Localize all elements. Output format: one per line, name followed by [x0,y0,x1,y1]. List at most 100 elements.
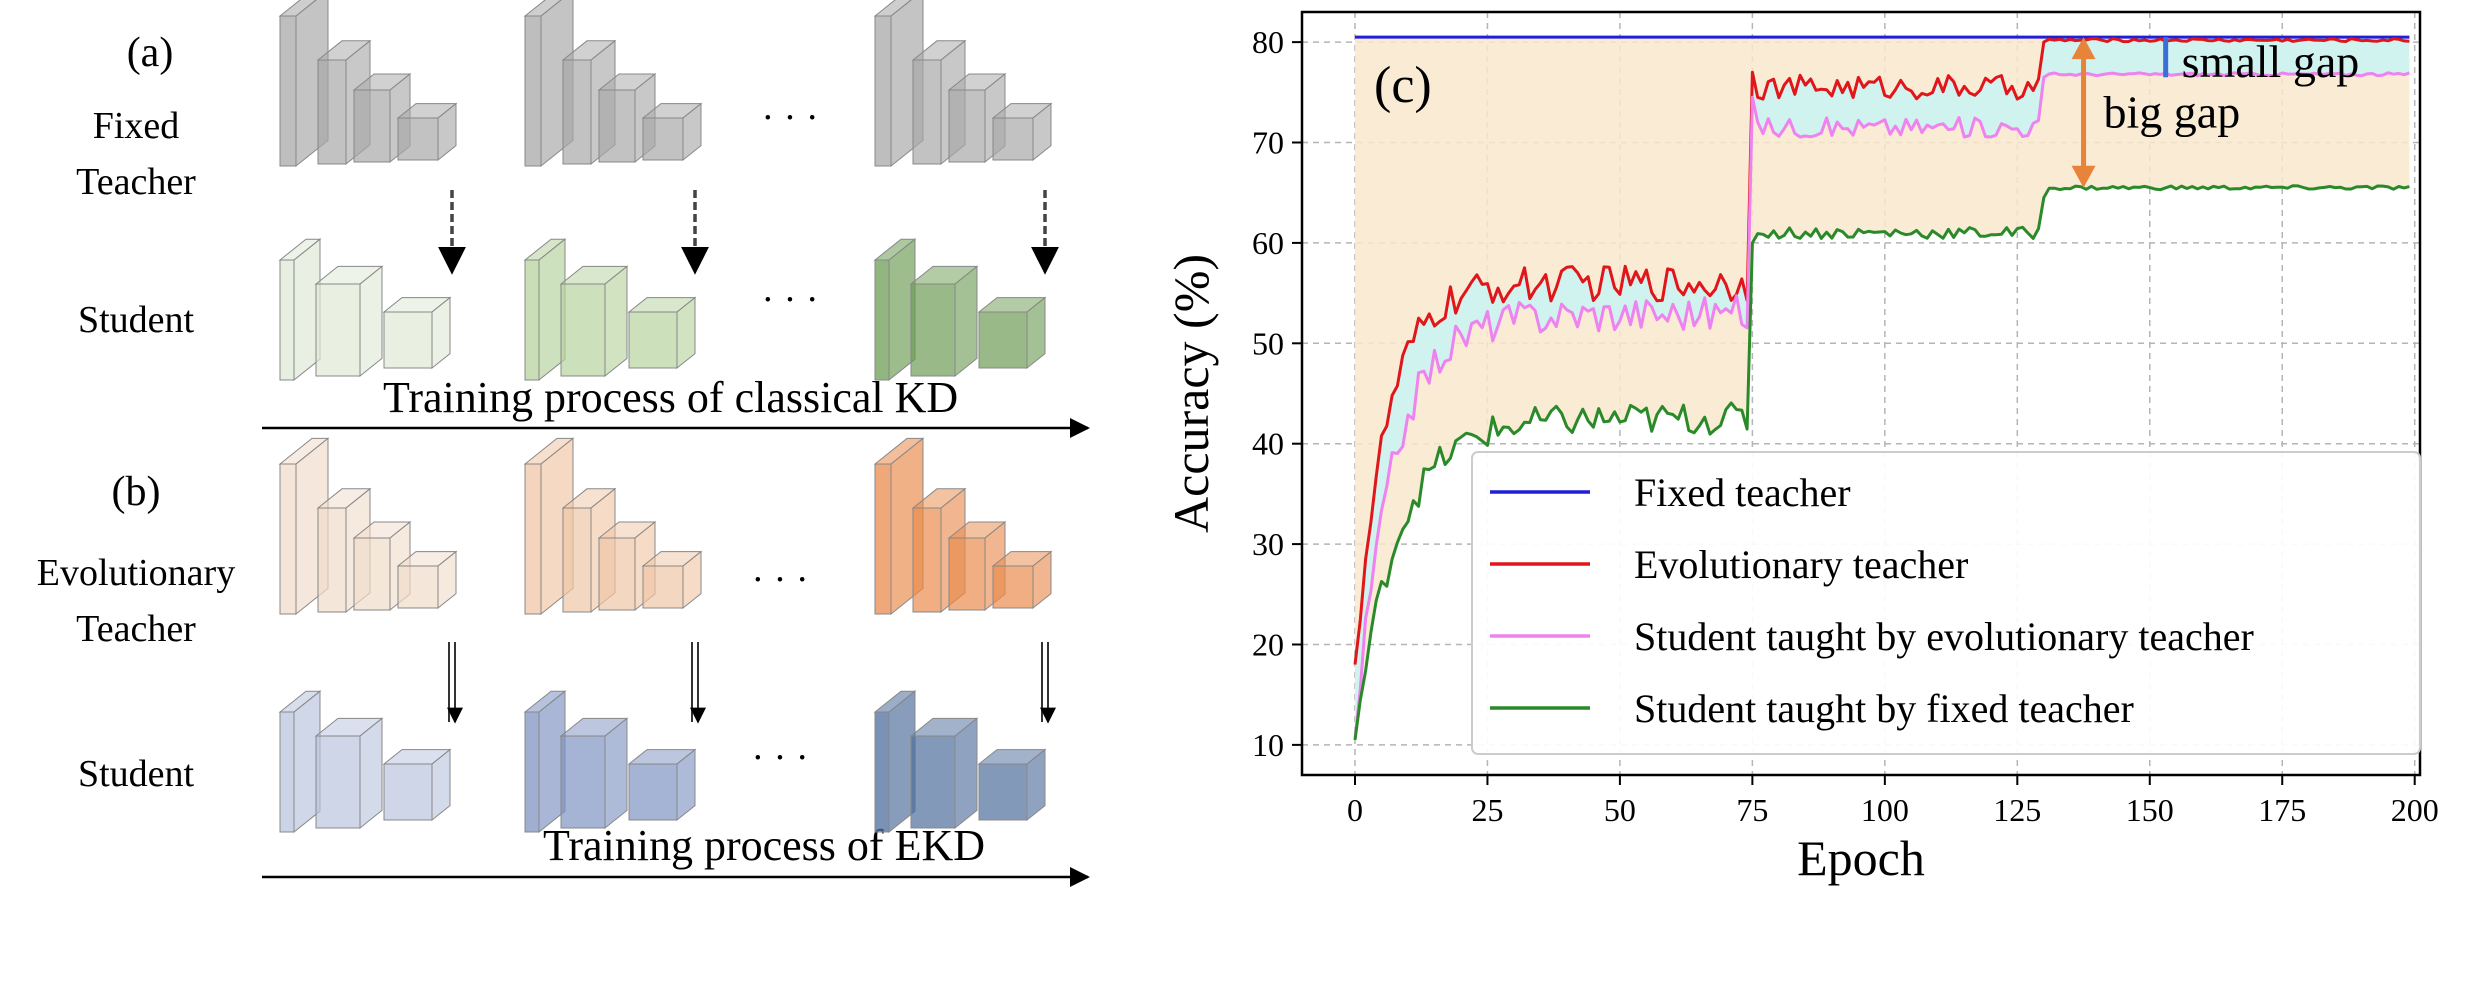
accuracy-chart: 0 25 50 75 100 125 150 175 200 10 20 30 40 50 60 70 80 (… [1163,10,2439,886]
chart-panel-tag: (c) [1374,57,1432,114]
student-b-3-layer-1 [873,690,917,834]
panel-b-process-label: Training process of EKD [543,821,985,870]
panel-b-ellipsis-bottom: · · · [752,737,809,779]
student-b-3-layer-2 [909,717,979,830]
panel-a-ellipsis-bottom: · · · [762,279,819,321]
teacher-b-2-layer-3-front [598,537,636,611]
teacher-b-2-layer-3 [597,520,657,612]
gap-shading-1 [1355,37,2410,740]
student-a-2-layer-2-front [560,283,606,377]
y-tick-label-10: 10 [1252,727,1284,763]
teacher-a-3-layer-2-front [912,59,942,165]
teacher-a-3-layer-4 [991,102,1053,162]
student-b-2-layer-3 [627,748,697,822]
teacher-a-1-layer-3-front [353,89,391,163]
student-b-2-layer-1-front [524,711,540,833]
panel-b-ellipsis-top: · · · [752,559,809,601]
student-b-1-layer-3-front [383,763,433,821]
student-b-3-layer-1-front [874,711,890,833]
teacher-b-1-layer-4 [396,550,458,610]
student-b-1-layer-3 [382,748,452,822]
student-a-2-layer-3 [627,296,697,370]
teacher-a-2-layer-3-front [598,89,636,163]
panel-b-tag: (b) [112,469,161,515]
y-tick-label-40: 40 [1252,426,1284,462]
teacher-b-2-layer-2-front [562,507,592,613]
teacher-a-2-layer-4-front [642,117,684,161]
plot-area: 0 25 50 75 100 125 150 175 200 10 20 30 40 50 60 70 80 [1252,10,2439,828]
y-tick-label-70: 70 [1252,125,1284,161]
student-b-1-layer-2-front [315,735,361,829]
panel-a-student-label: Student [78,299,195,341]
big-gap-arrowhead-top [2071,37,2096,60]
teacher-a-1-layer-4-front [397,117,439,161]
series-line-2 [1353,37,2410,665]
y-tick-label-20: 20 [1252,626,1284,662]
teacher-a-3-layer-1-front [874,15,892,167]
teacher-b-3-layer-4-front [992,565,1034,609]
student-b-1-layer-1-front [279,711,295,833]
teacher-b-2-layer-1-front [524,463,542,615]
series-line-4 [1353,184,2410,741]
teacher-b-2-layer-4-front [642,565,684,609]
student-a-1-layer-2 [314,265,384,378]
panel-b-teacher-label-1: Evolutionary [37,552,235,594]
panel-a-tag: (a) [127,30,174,76]
small-gap-annotation: small gap [2182,36,2360,87]
student-b-1-layer-1 [278,690,322,834]
legend-label-student-fixed: Student taught by fixed teacher [1634,686,2134,731]
legend-label-evolutionary-teacher: Evolutionary teacher [1634,542,1968,587]
teacher-a-2-layer-4 [641,102,703,162]
student-a-3-layer-2-side [954,265,978,378]
student-a-3-layer-2-front [910,283,956,377]
teacher-a-1-layer-1-front [279,15,297,167]
teacher-a-1-layer-2-front [317,59,347,165]
student-a-2-layer-2 [559,265,629,378]
x-tick-label-200: 200 [2391,792,2439,828]
student-a-3-layer-1-front [874,259,890,381]
student-b-2-layer-2 [559,717,629,830]
legend-label-student-evolutionary: Student taught by evolutionary teacher [1634,614,2254,659]
student-a-3-layer-2 [909,265,979,378]
teacher-b-1-layer-3-front [353,537,391,611]
panel-a-teacher-label-2: Teacher [76,161,196,203]
student-b-2-layer-3-front [628,763,678,821]
y-tick-label-60: 60 [1252,225,1284,261]
student-b-2-layer-2-side [604,717,628,830]
teacher-b-1-layer-2-front [317,507,347,613]
network-blocks-group [278,0,1059,834]
student-b-2-layer-2-front [560,735,606,829]
teacher-b-3-layer-4 [991,550,1053,610]
student-b-1-layer-2-side [359,717,383,830]
student-a-3-layer-3-front [978,311,1028,369]
student-a-1-layer-1-front [279,259,295,381]
panel-a-process-label: Training process of classical KD [383,373,958,422]
x-tick-label-0: 0 [1347,792,1363,828]
big-gap-arrowhead-bottom [2071,165,2096,188]
student-a-1-layer-1 [278,238,322,382]
kd-schematic-panel: (a) Fixed Teacher Student · · · · · · Tr… [37,0,1090,887]
x-tick-label-75: 75 [1736,792,1768,828]
teacher-a-1-layer-4 [396,102,458,162]
student-b-3-layer-3 [977,748,1047,822]
student-b-3-layer-3-front [978,763,1028,821]
student-b-1-layer-2 [314,717,384,830]
x-axis-label: Epoch [1797,830,1925,886]
y-tick-label-80: 80 [1252,24,1284,60]
series-line-3 [1353,71,2410,741]
y-axis-label: Accuracy (%) [1163,254,1219,533]
big-gap-annotation: big gap [2104,86,2241,137]
panel-b-teacher-label-2: Teacher [76,608,196,650]
y-tick-label-30: 30 [1252,526,1284,562]
student-a-2-layer-1-front [524,259,540,381]
plot-frame [1300,10,2422,777]
student-a-3-layer-1 [873,238,917,382]
x-tick-label-175: 175 [2258,792,2306,828]
teacher-a-2-layer-2-front [562,59,592,165]
y-tick-label-50: 50 [1252,325,1284,361]
teacher-a-3-layer-4-front [992,117,1034,161]
student-a-1-layer-2-side [359,265,383,378]
student-a-3-layer-3 [977,296,1047,370]
student-a-2-layer-3-front [628,311,678,369]
student-b-2-layer-1 [523,690,567,834]
